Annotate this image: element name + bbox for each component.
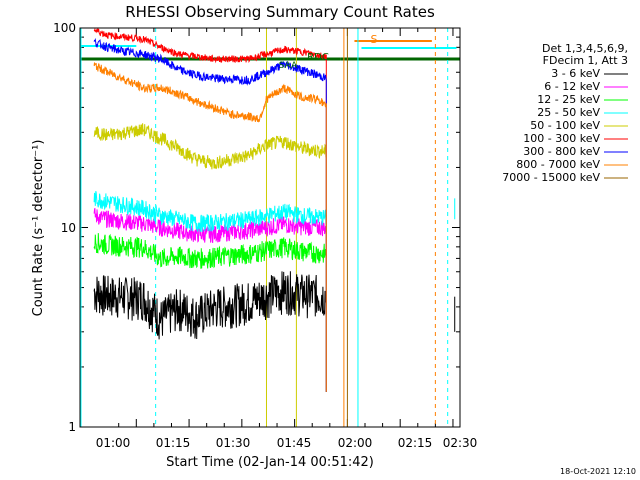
- legend-label-6-12: 6 - 12 keV: [544, 80, 600, 93]
- x-tick-label-0230: 02:30: [443, 436, 478, 450]
- x-tick-label-0200: 02:00: [338, 436, 373, 450]
- y-tick-label-10: 10: [61, 221, 76, 235]
- rdc-flag-label: RDC: [307, 52, 329, 63]
- x-axis-label: Start Time (02-Jan-14 00:51:42): [166, 455, 374, 470]
- x-tick-label-0130: 01:30: [216, 436, 251, 450]
- chart-svg: RHESSI Observing Summary Count Rates 100…: [0, 0, 640, 480]
- s-flag-label: S: [371, 33, 378, 46]
- legend-label-3-6: 3 - 6 keV: [551, 67, 600, 80]
- legend-label-100-300: 100 - 300 keV: [523, 132, 600, 145]
- x-tick-label-0145: 01:45: [277, 436, 312, 450]
- legend-label-25-50: 25 - 50 keV: [537, 106, 600, 119]
- x-tick-label-0215: 02:15: [398, 436, 433, 450]
- y-tick-label-1: 1: [68, 420, 76, 434]
- legend-label-12-25: 12 - 25 keV: [537, 93, 600, 106]
- generation-timestamp: 18-Oct-2021 12:10: [560, 467, 636, 476]
- legend-label-50-100: 50 - 100 keV: [530, 119, 600, 132]
- legend-label-7000-15000: 7000 - 15000 keV: [502, 171, 600, 184]
- x-tick-label-0100: 01:00: [96, 436, 131, 450]
- legend-detector-line-2: FDecim 1, Att 3: [543, 54, 628, 67]
- legend-label-800-7000: 800 - 7000 keV: [516, 158, 600, 171]
- saa-flag-label: SAA: [279, 61, 298, 71]
- chart-title: RHESSI Observing Summary Count Rates: [125, 3, 435, 21]
- legend-label-300-800: 300 - 800 keV: [523, 145, 600, 158]
- y-tick-label-100: 100: [53, 21, 76, 35]
- x-tick-label-0115: 01:15: [156, 436, 191, 450]
- y-axis-label: Count Rate (s⁻¹ detector⁻¹): [31, 140, 46, 317]
